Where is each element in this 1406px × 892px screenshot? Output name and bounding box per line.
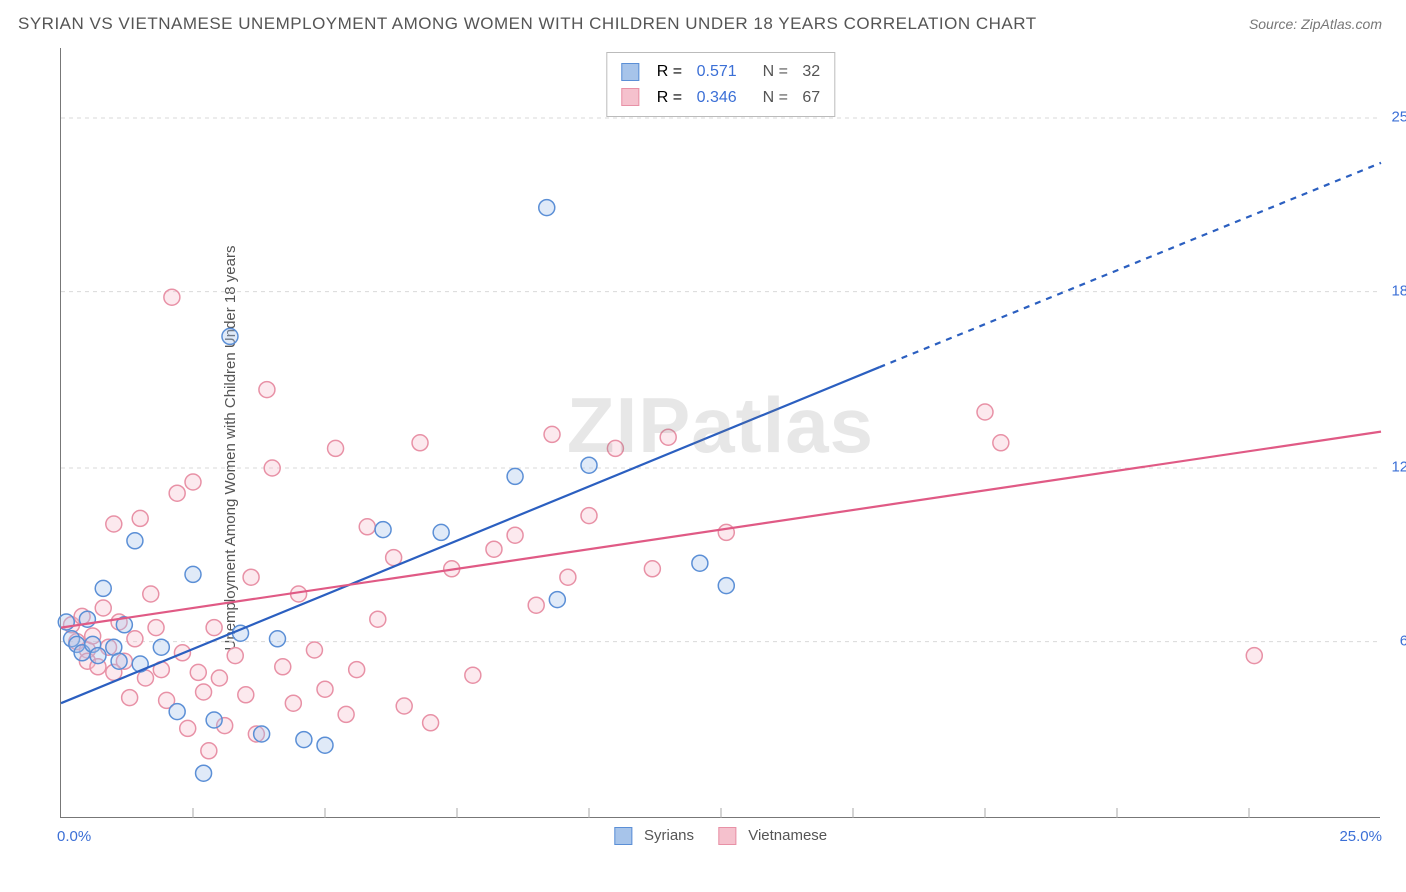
n-value-vietnamese: 67 bbox=[802, 85, 820, 111]
correlation-legend: R = 0.571 N = 32 R = 0.346 N = 67 bbox=[606, 52, 835, 117]
n-value-syrians: 32 bbox=[802, 59, 820, 85]
legend-row-vietnamese: R = 0.346 N = 67 bbox=[621, 85, 820, 111]
n-label: N = bbox=[763, 85, 793, 111]
y-tick-label: 6.3% bbox=[1400, 632, 1406, 649]
y-tick-label: 25.0% bbox=[1391, 109, 1406, 126]
legend-swatch-vietnamese-icon bbox=[718, 827, 736, 845]
series-legend: Syrians Vietnamese bbox=[614, 827, 827, 845]
chart-container: Unemployment Among Women with Children U… bbox=[50, 48, 1390, 848]
x-tick-label-min: 0.0% bbox=[57, 828, 91, 845]
legend-label-syrians: Syrians bbox=[644, 827, 694, 844]
legend-swatch-syrians bbox=[621, 63, 639, 81]
source-attribution: Source: ZipAtlas.com bbox=[1249, 16, 1382, 32]
legend-swatch-syrians-icon bbox=[614, 827, 632, 845]
r-label: R = bbox=[657, 85, 687, 111]
legend-swatch-vietnamese bbox=[621, 88, 639, 106]
r-value-syrians: 0.571 bbox=[697, 59, 753, 85]
legend-item-vietnamese: Vietnamese bbox=[718, 827, 827, 845]
y-tick-label: 18.8% bbox=[1391, 282, 1406, 299]
legend-label-vietnamese: Vietnamese bbox=[748, 827, 827, 844]
plot-area: ZIPatlas R = 0.571 N = 32 R = 0.346 N = … bbox=[60, 48, 1380, 818]
chart-title: SYRIAN VS VIETNAMESE UNEMPLOYMENT AMONG … bbox=[18, 14, 1037, 34]
y-tick-label: 12.5% bbox=[1391, 459, 1406, 476]
r-value-vietnamese: 0.346 bbox=[697, 85, 753, 111]
legend-row-syrians: R = 0.571 N = 32 bbox=[621, 59, 820, 85]
n-label: N = bbox=[763, 59, 793, 85]
r-label: R = bbox=[657, 59, 687, 85]
legend-item-syrians: Syrians bbox=[614, 827, 694, 845]
x-tick-label-max: 25.0% bbox=[1339, 828, 1382, 845]
scatter-plot-svg bbox=[61, 48, 1381, 818]
